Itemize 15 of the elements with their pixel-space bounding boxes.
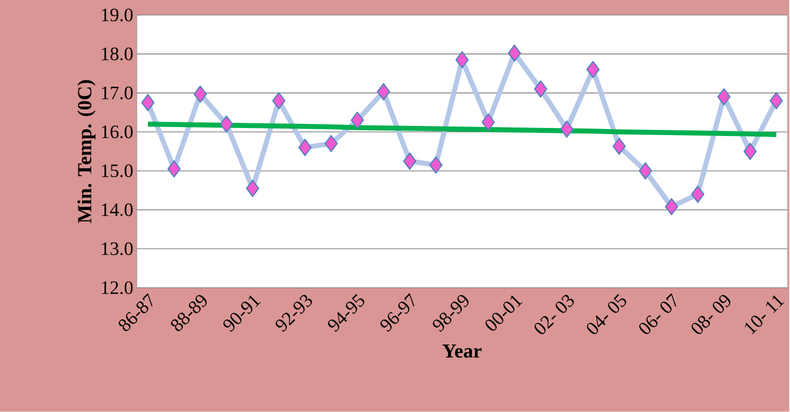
y-tick-label: 13.0 xyxy=(102,242,133,256)
y-axis-title: Min. Temp. (0C) xyxy=(77,80,96,224)
x-tick-label: 08- 09 xyxy=(692,295,730,334)
y-tick-label: 15.0 xyxy=(102,164,133,178)
y-tick-label: 14.0 xyxy=(102,204,133,216)
x-tick-label: 10- 11 xyxy=(744,296,784,335)
x-tick-label: 06- 07 xyxy=(639,293,676,334)
y-tick-label: 18.0 xyxy=(102,48,133,61)
x-axis-title: Year xyxy=(442,344,482,358)
y-tick-label: 12.0 xyxy=(102,282,133,294)
y-tick-label: 19.0 xyxy=(102,8,133,22)
x-tick-label: 04- 05 xyxy=(586,294,626,334)
y-tick-label: 17.0 xyxy=(102,86,133,100)
y-tick-label: 16.0 xyxy=(102,126,133,138)
x-tick-label: 02- 03 xyxy=(534,295,574,334)
